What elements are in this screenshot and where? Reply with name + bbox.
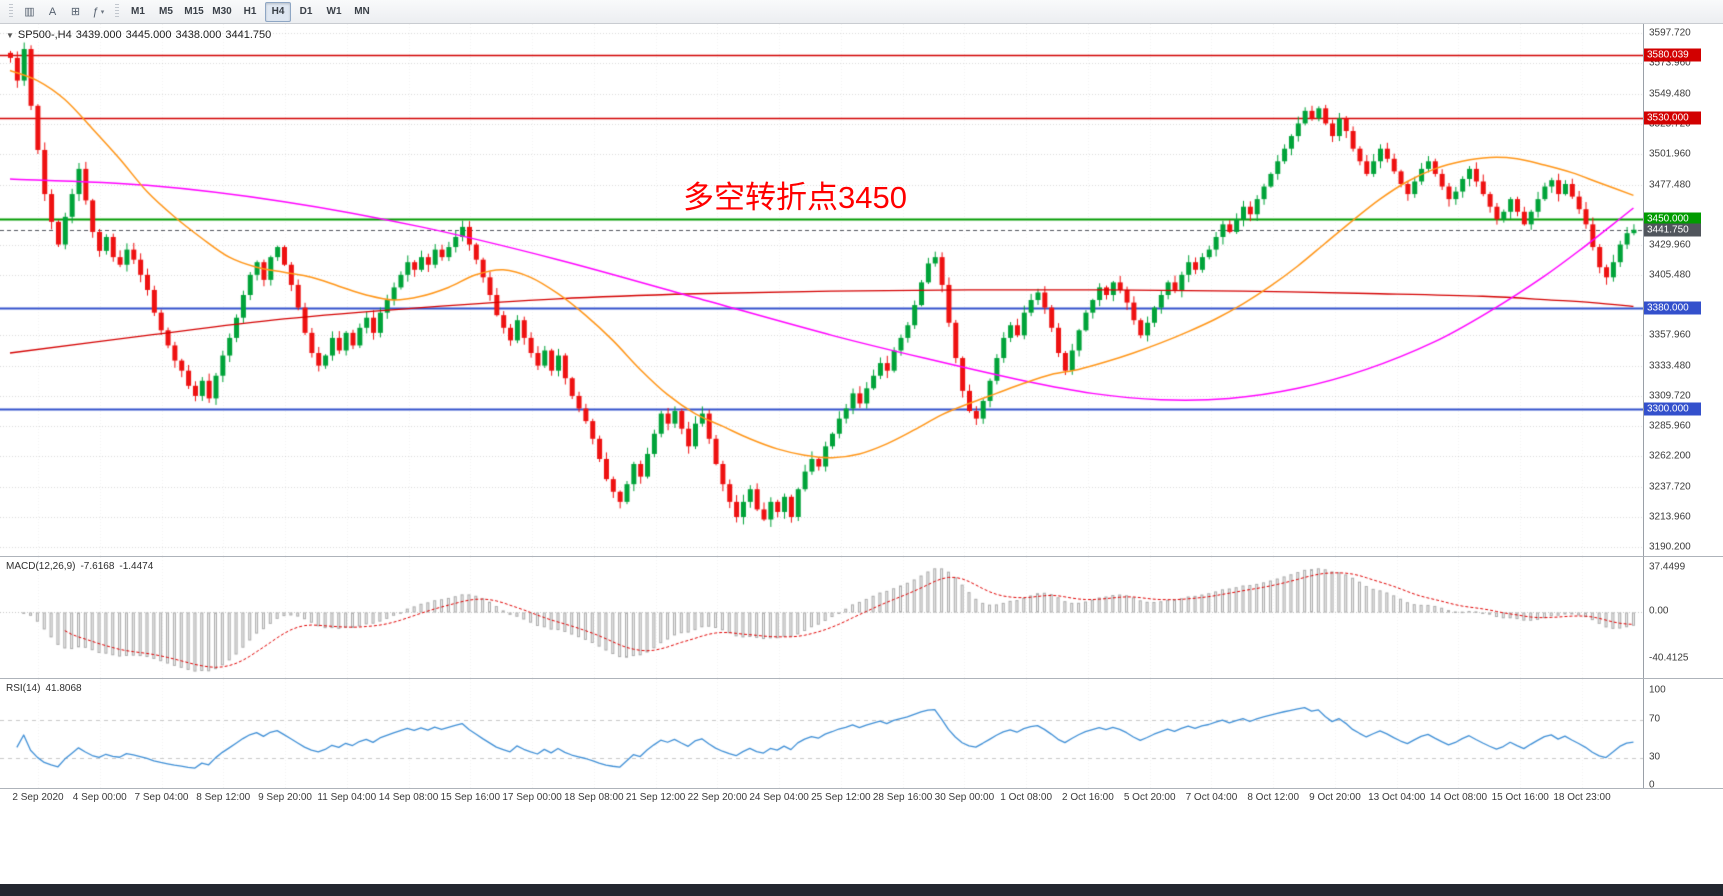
time-tick-label: 24 Sep 04:00 (749, 792, 809, 803)
time-tick-label: 28 Sep 16:00 (872, 792, 933, 803)
time-tick-label: 2 Oct 16:00 (1062, 792, 1114, 803)
price-tick-label: 3477.480 (1649, 179, 1691, 191)
price-tick-label: 3549.480 (1649, 88, 1691, 100)
macd-tick-label: -40.4125 (1649, 652, 1689, 664)
time-tick-label: 21 Sep 12:00 (625, 792, 686, 803)
time-tick-label: 11 Sep 04:00 (317, 792, 377, 803)
panel-divider[interactable] (0, 556, 1723, 557)
price-tick-label: 3262.200 (1649, 450, 1691, 462)
time-axis[interactable]: 2 Sep 2020 4 Sep 00:00 7 Sep 04:00 8 Sep 12… (0, 789, 1643, 808)
timeframe-button-h4[interactable]: H4 (265, 1, 291, 22)
price-tick-label: 3357.960 (1649, 329, 1691, 341)
symbol-name: SP500-,H4 (17, 29, 72, 41)
indicators-icon[interactable]: ƒ ▾ (92, 5, 105, 18)
panel-divider[interactable] (0, 788, 1723, 789)
ohlc-high: 3445.000 (125, 29, 172, 41)
time-tick-label: 25 Sep 12:00 (811, 792, 871, 803)
text-cursor-icon[interactable]: A (48, 5, 57, 18)
macd-label: MACD(12,26,9) -7.6168 -1.4474 (6, 561, 154, 572)
time-tick-label: 30 Sep 00:00 (934, 792, 995, 803)
timeframe-button-d1[interactable]: D1 (299, 6, 313, 17)
rsi-canvas[interactable] (0, 679, 1643, 788)
time-tick-label: 14 Oct 08:00 (1429, 792, 1488, 803)
timeframe-button-mn[interactable]: MN (354, 6, 370, 17)
price-axis[interactable]: 3597.7203573.9603549.4803525.7203501.960… (1643, 24, 1723, 556)
time-tick-label: 8 Sep 12:00 (196, 792, 251, 803)
timeframe-button-w1[interactable]: W1 (326, 6, 342, 17)
time-tick-label: 5 Oct 20:00 (1123, 792, 1176, 803)
price-level-tag: 3530.000 (1644, 111, 1701, 125)
rsi-label: RSI(14) 41.8068 (6, 683, 82, 694)
rsi-tick-label: 0 (1649, 779, 1655, 791)
macd-panel: MACD(12,26,9) -7.6168 -1.4474 (0, 557, 1643, 678)
price-chart-panel: ▼ SP500-,H4 3439.000 3445.000 3438.000 3441.7… (0, 24, 1643, 556)
indicators-icon-caret[interactable]: ▾ (100, 8, 105, 16)
time-tick-label: 8 Oct 12:00 (1247, 792, 1300, 803)
time-tick-label: 18 Oct 23:00 (1553, 792, 1611, 803)
time-tick-label: 17 Sep 00:00 (502, 792, 562, 803)
rsi-axis[interactable]: 100 70 30 0 (1643, 678, 1723, 791)
price-level-tag: 3580.039 (1644, 48, 1701, 62)
time-tick-label: 7 Sep 04:00 (134, 792, 189, 803)
time-tick-label: 18 Sep 08:00 (564, 792, 624, 803)
price-tick-label: 3501.960 (1649, 148, 1691, 160)
ohlc-close: 3441.750 (225, 29, 272, 41)
macd-axis[interactable]: 37.4499 0.00 -40.4125 (1643, 556, 1723, 678)
rsi-tick-label: 30 (1649, 751, 1661, 762)
time-tick-label: 4 Sep 00:00 (72, 792, 127, 803)
time-tick-label: 15 Sep 16:00 (440, 792, 501, 803)
charts-icon[interactable]: ▥ (24, 6, 35, 18)
time-tick-label: 22 Sep 20:00 (687, 792, 748, 803)
price-tick-label: 3190.200 (1649, 541, 1691, 553)
price-tick-label: 3309.720 (1649, 390, 1691, 402)
time-tick-label: 13 Oct 04:00 (1368, 792, 1426, 803)
price-tick-label: 3405.480 (1649, 269, 1691, 281)
time-tick-label: 1 Oct 08:00 (1000, 792, 1053, 803)
timeframe-button-m30[interactable]: M30 (212, 6, 232, 17)
price-tick-label: 3429.960 (1649, 239, 1691, 251)
ohlc-open: 3439.000 (75, 29, 122, 41)
time-tick-label: 15 Oct 16:00 (1491, 792, 1549, 803)
time-tick-label: 2 Sep 2020 (12, 792, 64, 803)
time-tick-label: 7 Oct 04:00 (1185, 792, 1238, 803)
price-tick-label: 3285.960 (1649, 420, 1691, 432)
toolbar: ▥ A ⊞ ƒ ▾ M1 M5 M15 M30 H1 H4 D1 W1 MN (0, 0, 1723, 24)
price-tick-label: 3237.720 (1649, 481, 1691, 493)
time-tick-label: 9 Sep 20:00 (258, 792, 312, 803)
chart-window-icon[interactable]: ⊞ (70, 6, 81, 18)
timeframe-button-m15[interactable]: M15 (184, 6, 204, 17)
price-tick-label: 3597.720 (1649, 27, 1691, 39)
macd-tick-label: 0.00 (1649, 605, 1669, 617)
panel-divider[interactable] (0, 678, 1723, 679)
price-level-tag: 3300.000 (1644, 402, 1701, 415)
price-tick-label: 3333.480 (1649, 360, 1691, 372)
price-level-tag: 3450.000 (1644, 212, 1701, 226)
price-tick-label: 3573.960 (1649, 57, 1691, 69)
timeframe-button-m1[interactable]: M1 (131, 6, 145, 17)
time-tick-label: 14 Sep 08:00 (378, 792, 439, 803)
chart-collapse-arrow[interactable]: ▼ (6, 31, 14, 40)
timeframe-toolbar: M1 M5 M15 M30 H1 H4 D1 W1 MN (124, 1, 376, 22)
chart-annotation-text[interactable]: 多空转折点3450 (683, 180, 907, 215)
taskbar[interactable] (0, 884, 1723, 896)
timeframe-button-m5[interactable]: M5 (159, 6, 173, 17)
ohlc-low: 3438.000 (175, 29, 222, 41)
macd-tick-label: 37.4499 (1649, 561, 1686, 573)
timeframe-button-h1[interactable]: H1 (243, 6, 257, 17)
price-level-tag: 3380.000 (1644, 301, 1701, 315)
rsi-tick-label: 70 (1649, 713, 1661, 724)
rsi-tick-label: 100 (1649, 684, 1666, 696)
time-tick-label: 9 Oct 20:00 (1309, 792, 1361, 803)
price-level-tag: 3441.750 (1644, 223, 1701, 237)
toolbar-grip[interactable] (9, 4, 13, 19)
toolbar-grip[interactable] (115, 4, 119, 19)
symbol-ohlc-line: ▼ SP500-,H4 3439.000 3445.000 3438.000 3441.7… (6, 29, 275, 41)
price-chart-canvas[interactable] (0, 24, 1643, 556)
macd-canvas[interactable] (0, 557, 1643, 678)
rsi-panel: RSI(14) 41.8068 (0, 679, 1643, 788)
price-tick-label: 3213.960 (1649, 511, 1691, 523)
